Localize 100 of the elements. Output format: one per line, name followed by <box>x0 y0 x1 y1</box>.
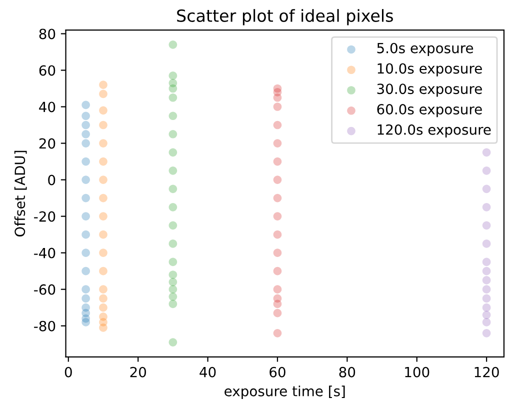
point <box>99 285 108 294</box>
point <box>482 203 491 212</box>
y-tick-label: -20 <box>34 211 56 222</box>
y-tick-label: 0 <box>48 174 56 186</box>
point <box>168 72 178 80</box>
point <box>82 194 90 202</box>
y-tick-label: 80 <box>39 28 56 40</box>
legend-label: 120.0s exposure <box>378 124 491 138</box>
point <box>168 112 178 120</box>
point <box>99 212 108 220</box>
x-tick-label: 80 <box>339 366 356 378</box>
point <box>482 258 491 266</box>
point <box>168 292 178 301</box>
point <box>168 93 178 102</box>
point <box>82 139 90 148</box>
point <box>99 248 108 257</box>
point <box>482 294 491 303</box>
point <box>168 221 178 230</box>
x-axis-title: exposure time [s] <box>224 386 345 400</box>
point <box>482 318 491 326</box>
x-tick-label: 60 <box>270 366 286 378</box>
y-axis-title: Offset [ADU] <box>14 150 27 236</box>
point <box>82 157 90 166</box>
chart-title: Scatter plot of ideal pixels <box>177 9 393 26</box>
point <box>82 120 90 130</box>
point <box>99 230 108 239</box>
legend-label: 60.0s exposure <box>377 104 482 118</box>
point <box>82 212 90 220</box>
legend-label: 5.0s exposure <box>377 42 474 56</box>
point <box>99 303 108 312</box>
point <box>168 130 178 138</box>
point <box>273 308 282 318</box>
point <box>273 212 282 220</box>
point <box>168 240 178 248</box>
point <box>82 266 90 276</box>
point <box>168 84 178 93</box>
point <box>273 230 282 239</box>
x-tick-label: 100 <box>405 366 430 378</box>
y-tick-label: 20 <box>39 138 56 149</box>
point <box>273 285 282 294</box>
point <box>99 106 108 115</box>
point <box>273 248 282 257</box>
x-tick-label: 20 <box>130 366 146 378</box>
point <box>99 194 108 202</box>
point <box>168 148 178 157</box>
point <box>168 40 178 49</box>
point <box>99 139 108 148</box>
point <box>99 90 108 98</box>
point <box>99 266 108 276</box>
point <box>82 285 90 294</box>
point <box>82 100 90 110</box>
point <box>482 240 491 248</box>
point <box>82 318 90 326</box>
point <box>273 194 282 202</box>
point <box>273 300 282 308</box>
point <box>168 285 178 294</box>
point <box>168 300 178 308</box>
y-tick-label: -60 <box>34 284 56 295</box>
point <box>99 294 108 303</box>
point <box>99 120 108 130</box>
point <box>273 120 282 130</box>
x-tick-label: 0 <box>64 366 72 378</box>
point <box>482 310 491 320</box>
point <box>99 324 108 332</box>
point <box>482 276 491 284</box>
point <box>82 294 90 303</box>
point <box>273 266 282 276</box>
x-tick-label: 120 <box>474 366 499 378</box>
point <box>482 266 491 276</box>
point <box>273 157 282 166</box>
point <box>273 102 282 111</box>
point <box>273 328 282 338</box>
point <box>168 203 178 212</box>
point <box>99 80 108 90</box>
y-tick-label: 40 <box>39 102 56 112</box>
point <box>273 139 282 148</box>
point <box>82 130 90 138</box>
point <box>168 338 178 346</box>
point <box>482 285 491 294</box>
point <box>99 176 108 184</box>
point <box>82 112 90 120</box>
point <box>482 221 491 230</box>
point <box>482 148 491 157</box>
point <box>168 184 178 194</box>
y-tick-label: -40 <box>34 248 56 258</box>
point <box>273 93 282 102</box>
point <box>168 270 178 279</box>
point <box>82 176 90 184</box>
x-tick-label: 40 <box>200 366 216 378</box>
point <box>482 303 491 312</box>
point <box>99 157 108 166</box>
point <box>168 258 178 266</box>
point <box>168 278 178 286</box>
legend-label: 30.0s exposure <box>377 84 482 97</box>
legend-label: 10.0s exposure <box>378 63 482 76</box>
point <box>482 328 491 338</box>
point <box>273 176 282 184</box>
point <box>482 166 491 175</box>
y-tick-label: 60 <box>39 65 56 76</box>
point <box>168 166 178 175</box>
